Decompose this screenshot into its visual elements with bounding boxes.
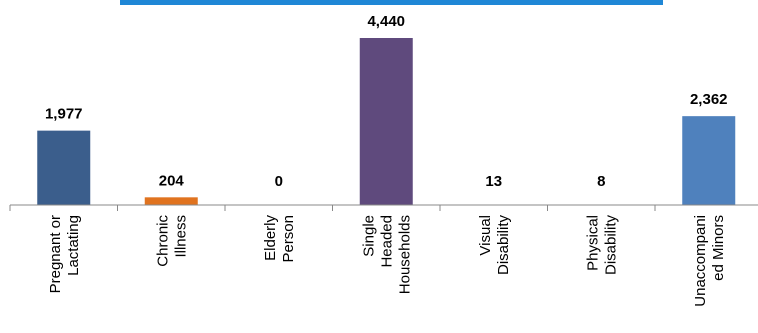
data-label: 8: [597, 173, 605, 190]
category-label-line: Chronic: [154, 215, 171, 267]
category-label-line: Lactating: [65, 215, 82, 276]
category-label: SingleHeadedHouseholds: [360, 215, 413, 294]
category-label-line: Single: [360, 215, 377, 257]
category-label: Unaccompanied Minors: [692, 215, 727, 307]
category-label-line: Elderly: [262, 215, 279, 261]
category-label-line: Households: [396, 215, 413, 294]
category-label-line: Physical: [584, 215, 601, 271]
category-label-line: Visual: [477, 215, 494, 256]
category-label-line: Person: [280, 215, 297, 263]
category-labels-group: Pregnant orLactating ChronicIllness Elderl…: [47, 215, 727, 307]
category-label-line: Pregnant or: [47, 215, 64, 293]
bar: [37, 130, 91, 205]
data-label: 0: [275, 173, 283, 190]
x-axis-ticks: [9, 205, 656, 211]
bar: [359, 38, 413, 205]
bars-group: [37, 38, 736, 205]
header-bar: [120, 0, 663, 5]
category-label-line: Disability: [495, 215, 512, 276]
data-label: 2,362: [690, 91, 728, 108]
bar: [144, 197, 198, 205]
data-label: 204: [159, 172, 185, 189]
category-label-line: Disability: [602, 215, 619, 276]
category-label-line: Unaccompani: [692, 215, 709, 307]
category-label-line: Headed: [378, 215, 395, 268]
category-label-line: Illness: [172, 215, 189, 258]
category-label: Pregnant orLactating: [47, 215, 82, 293]
data-label: 13: [485, 173, 502, 190]
bar: [682, 116, 736, 205]
data-label: 1,977: [45, 106, 83, 123]
category-label: ElderlyPerson: [262, 215, 297, 263]
value-labels-group: 1,977 204 0 4,440 13 8 2,362: [45, 13, 728, 190]
category-label-line: ed Minors: [710, 215, 727, 281]
category-label: ChronicIllness: [154, 215, 189, 267]
data-label: 4,440: [367, 13, 405, 30]
category-label: VisualDisability: [477, 215, 512, 276]
category-label: PhysicalDisability: [584, 215, 619, 276]
